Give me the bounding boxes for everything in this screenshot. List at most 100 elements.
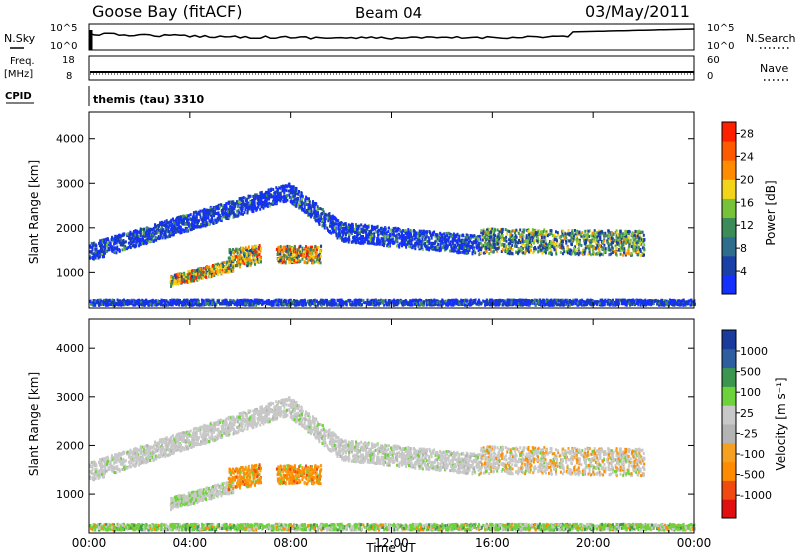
power-point	[439, 243, 442, 247]
power-point	[534, 228, 537, 232]
power-point	[295, 253, 298, 257]
power-point	[632, 249, 635, 253]
power-point	[142, 241, 145, 245]
power-point	[400, 241, 403, 245]
power-point	[119, 243, 122, 247]
power-point	[630, 252, 633, 256]
power-point	[511, 234, 514, 238]
power-point	[418, 236, 421, 240]
power-point	[351, 227, 354, 231]
power-point	[244, 259, 247, 263]
power-point	[167, 226, 170, 230]
nsearch-label: N.Search	[746, 32, 796, 45]
power-point	[549, 229, 552, 233]
power-point	[288, 195, 291, 199]
power-point	[202, 276, 204, 280]
power-point	[341, 223, 344, 227]
power-point	[282, 253, 285, 257]
power-point	[307, 199, 310, 203]
power-point	[496, 247, 498, 251]
power-point	[262, 202, 265, 206]
power-point	[409, 229, 412, 233]
power-point	[450, 234, 453, 238]
power-point	[289, 245, 292, 249]
power-point	[598, 229, 601, 233]
power-point	[508, 244, 511, 248]
power-point	[599, 238, 602, 241]
power-point	[291, 191, 293, 195]
power-point	[296, 189, 299, 193]
power-point	[533, 234, 535, 238]
power-point	[257, 205, 260, 209]
power-point	[418, 247, 421, 251]
power-point	[396, 227, 399, 231]
power-point	[417, 244, 420, 248]
power-point	[476, 237, 479, 241]
power-point	[228, 262, 231, 266]
power-point	[267, 193, 270, 197]
power-point	[558, 236, 561, 239]
power-point	[488, 252, 491, 255]
power-point	[281, 256, 284, 260]
power-point	[304, 202, 307, 206]
power-point	[363, 240, 365, 244]
power-point	[425, 234, 428, 238]
power-point	[214, 207, 217, 211]
power-point	[640, 242, 643, 246]
power-point	[258, 253, 261, 256]
power-point	[206, 208, 208, 212]
power-point	[492, 241, 495, 245]
power-point	[509, 233, 512, 237]
power-point	[570, 236, 573, 240]
power-point	[145, 233, 148, 236]
power-point	[524, 245, 527, 249]
power-point	[173, 232, 175, 236]
power-point	[605, 234, 608, 238]
power-point	[243, 254, 246, 258]
power-point	[159, 234, 162, 238]
power-point	[396, 244, 399, 248]
power-point	[637, 241, 640, 244]
power-point	[169, 222, 172, 226]
power-point	[531, 228, 534, 232]
power-point	[530, 232, 533, 236]
power-point	[549, 246, 552, 250]
power-point	[466, 250, 469, 253]
power-point	[547, 246, 550, 250]
power-point	[123, 298, 125, 302]
power-point	[177, 219, 180, 222]
power-point	[588, 229, 591, 233]
power-point	[491, 245, 494, 249]
power-point	[365, 237, 368, 241]
power-point	[615, 235, 618, 239]
power-point	[153, 229, 156, 233]
power-point	[268, 204, 271, 208]
power-point	[202, 274, 205, 278]
power-point	[572, 237, 575, 241]
power-point	[550, 249, 553, 253]
power-point	[493, 236, 496, 240]
power-point	[347, 223, 350, 227]
power-point	[277, 191, 280, 195]
power-point	[167, 235, 170, 239]
power-point	[512, 229, 515, 233]
power-point	[181, 228, 184, 232]
power-point	[607, 246, 610, 250]
power-point	[602, 247, 605, 251]
power-point	[156, 236, 159, 240]
power-point	[409, 233, 411, 237]
power-point	[282, 250, 285, 254]
power-point	[390, 230, 393, 234]
power-point	[607, 244, 610, 248]
power-point	[149, 233, 152, 237]
power-point	[246, 254, 249, 258]
power-point	[285, 184, 288, 188]
power-point	[278, 250, 281, 253]
power-point	[319, 207, 322, 211]
power-point	[235, 264, 237, 268]
power-point	[601, 230, 604, 234]
power-point	[640, 230, 643, 234]
power-point	[478, 303, 481, 307]
power-point	[276, 253, 279, 256]
